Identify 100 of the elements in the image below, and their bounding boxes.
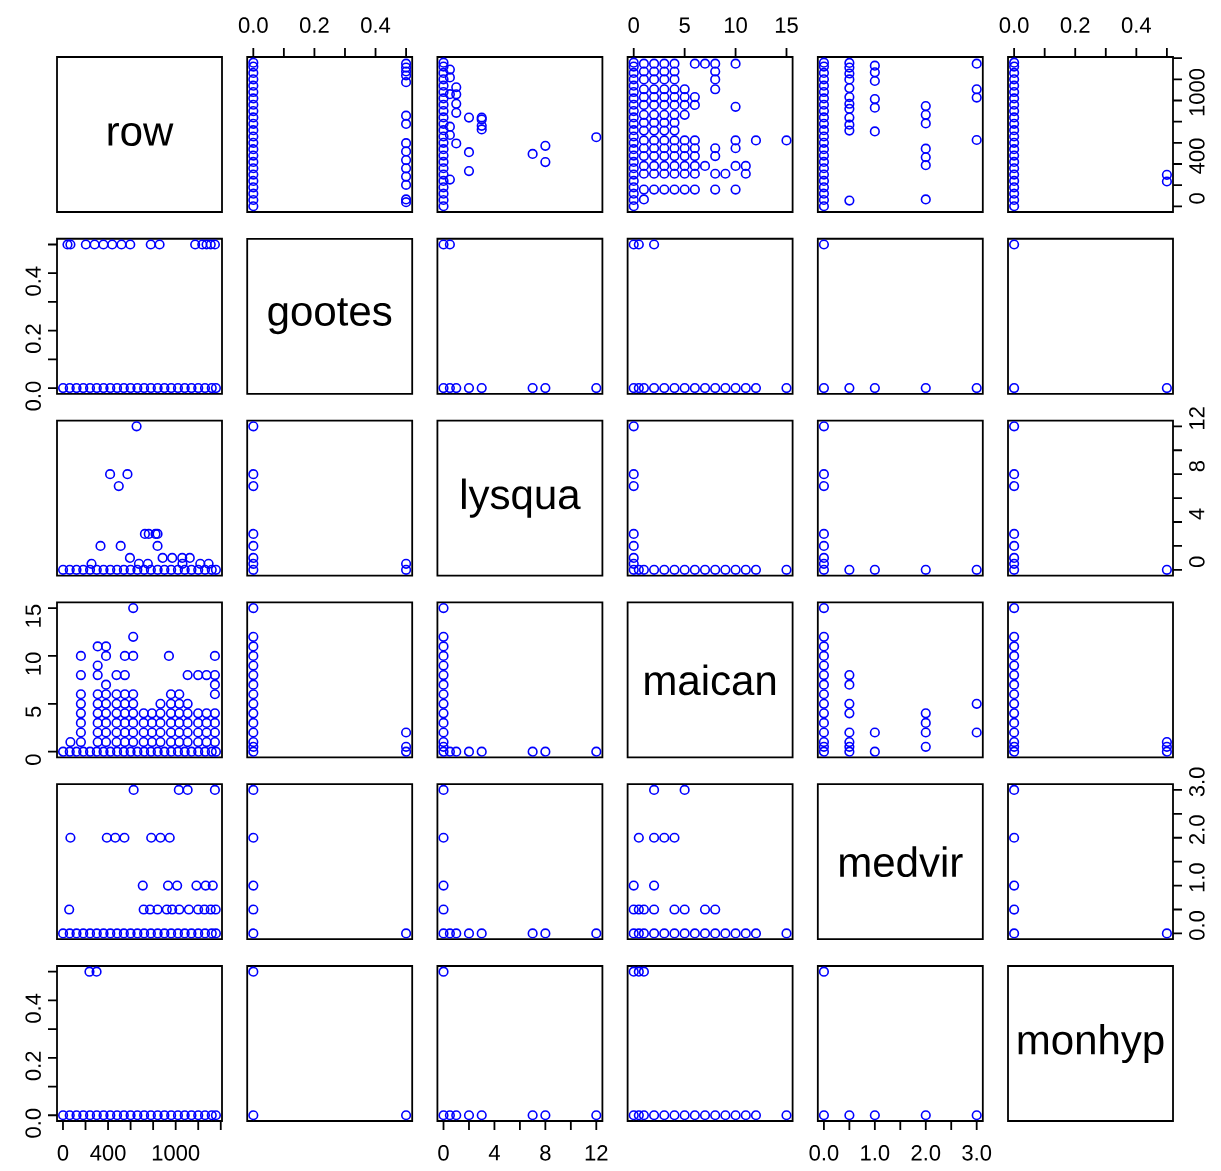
point xyxy=(659,832,670,843)
point xyxy=(1009,717,1020,729)
x-tick-label: 5 xyxy=(679,17,690,33)
point xyxy=(818,201,830,212)
point xyxy=(438,708,449,719)
point xyxy=(476,124,487,135)
point xyxy=(57,928,69,939)
point xyxy=(438,650,449,662)
point xyxy=(71,564,82,575)
point xyxy=(144,904,156,915)
point xyxy=(818,67,830,79)
point xyxy=(248,137,259,148)
point xyxy=(818,74,830,85)
point xyxy=(1161,736,1172,748)
point xyxy=(920,717,931,729)
point xyxy=(1009,741,1020,752)
x-tick-label: 0 xyxy=(57,1145,69,1161)
point xyxy=(818,105,830,117)
point xyxy=(438,670,449,681)
point xyxy=(818,144,830,155)
point xyxy=(183,904,194,915)
point xyxy=(111,564,123,575)
point xyxy=(248,57,259,68)
point xyxy=(65,832,76,843)
point xyxy=(540,140,551,151)
point xyxy=(659,928,670,939)
point xyxy=(633,928,644,939)
point xyxy=(438,717,449,729)
point xyxy=(444,129,455,141)
point xyxy=(186,928,197,939)
x-tick-label: 10 xyxy=(725,17,747,33)
point xyxy=(438,904,449,915)
x-tick-label: 8 xyxy=(540,1145,551,1161)
point xyxy=(638,928,649,939)
point xyxy=(184,552,195,563)
text: lysqua xyxy=(462,478,581,518)
point xyxy=(400,163,412,174)
point xyxy=(451,89,462,100)
x-tick-label: 0.0 xyxy=(809,1145,839,1161)
text: medvir xyxy=(840,846,963,878)
point xyxy=(400,741,412,752)
point xyxy=(720,564,731,575)
point xyxy=(648,880,660,891)
text: row xyxy=(108,122,174,146)
y-tick-label: 0.2 xyxy=(25,1051,41,1081)
y-tick-label: 1000 xyxy=(1189,68,1205,116)
point xyxy=(818,698,830,709)
point xyxy=(166,564,177,575)
point xyxy=(125,928,136,939)
point xyxy=(98,928,109,939)
point xyxy=(248,784,259,796)
y-tick-label: 0.2 xyxy=(25,324,41,354)
point xyxy=(248,175,259,187)
point xyxy=(818,86,830,98)
point xyxy=(248,741,259,752)
point xyxy=(167,904,178,915)
point xyxy=(628,880,639,891)
point xyxy=(438,641,449,652)
point xyxy=(64,928,75,939)
point xyxy=(818,182,830,193)
point xyxy=(1009,670,1020,681)
point xyxy=(152,564,163,575)
point xyxy=(248,112,259,123)
point xyxy=(463,112,475,123)
point xyxy=(400,66,412,77)
point xyxy=(131,421,142,432)
point xyxy=(438,163,449,174)
point xyxy=(920,118,931,129)
point xyxy=(818,188,830,199)
point xyxy=(920,708,931,719)
point xyxy=(400,138,412,149)
point xyxy=(438,80,449,91)
point xyxy=(463,166,475,177)
point xyxy=(200,880,211,891)
y-tick-label: 0.0 xyxy=(25,1108,41,1138)
point xyxy=(451,928,462,939)
point xyxy=(193,564,204,575)
point xyxy=(64,564,75,575)
point xyxy=(699,928,711,939)
point xyxy=(710,564,721,575)
point xyxy=(400,179,412,190)
point xyxy=(248,746,259,757)
point xyxy=(248,93,259,104)
point xyxy=(248,689,259,700)
point xyxy=(818,650,830,662)
point xyxy=(844,83,855,94)
point xyxy=(438,201,449,212)
point xyxy=(659,564,670,575)
point xyxy=(920,741,931,752)
point xyxy=(1009,660,1020,671)
point xyxy=(248,736,259,748)
text: monhyp xyxy=(1018,1023,1164,1064)
point xyxy=(869,67,880,78)
point xyxy=(209,784,220,796)
y-tick-label: 12 xyxy=(1189,407,1205,429)
point xyxy=(451,98,462,109)
point xyxy=(159,564,170,575)
point xyxy=(720,928,731,939)
point xyxy=(203,558,214,569)
point xyxy=(438,144,449,155)
